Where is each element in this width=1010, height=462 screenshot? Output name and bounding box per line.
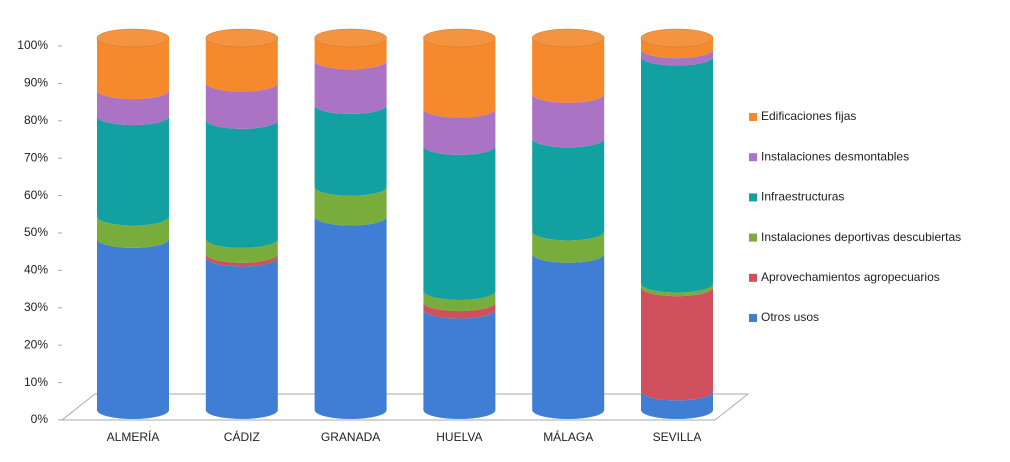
floor [60, 393, 750, 421]
legend-swatch [749, 233, 757, 242]
bar-segment [423, 108, 496, 155]
legend-label: Otros usos [761, 310, 819, 324]
y-tick-label: 0% [31, 412, 49, 426]
bar-segment [532, 38, 605, 103]
bar-segment [641, 49, 713, 66]
y-tick-label: 20% [24, 337, 48, 351]
bar-segment [205, 119, 278, 248]
legend-label: Instalaciones desmontables [761, 149, 909, 163]
bar-segment [532, 253, 605, 419]
y-tick-label: 80% [24, 113, 48, 127]
x-tick-label: HUELVA [436, 430, 482, 444]
y-tick-label: 40% [24, 263, 48, 277]
bar-segment [423, 302, 496, 319]
bar-segment [641, 283, 713, 297]
y-tick-label: 60% [24, 188, 48, 202]
bar-segment [532, 93, 605, 148]
bar-segment [423, 38, 496, 118]
bar-segment [97, 238, 169, 419]
x-tick-label: GRANADA [321, 430, 380, 444]
x-tick-label: ALMERÍA [107, 429, 160, 444]
legend-label: Aprovechamientos agropecuarios [761, 270, 940, 284]
legend-swatch [749, 314, 757, 322]
bar-segment [314, 216, 387, 419]
bar-segment [423, 290, 496, 312]
bar-segment [205, 257, 278, 419]
bar-segment [314, 186, 387, 226]
cylinder-cap [423, 28, 496, 48]
y-tick-label: 50% [24, 225, 48, 239]
bar-segment [314, 104, 387, 196]
legend-label: Edificaciones fijas [761, 109, 856, 123]
y-tick-label: 90% [24, 76, 48, 90]
legend-swatch [749, 113, 757, 121]
bar-segment [97, 116, 169, 226]
bar-segment [641, 56, 713, 293]
bar-segment [97, 38, 169, 100]
y-tick-label: 30% [24, 300, 48, 314]
legend-swatch [749, 273, 757, 282]
bar-segment [97, 216, 169, 248]
cylinder-cap [640, 28, 714, 48]
cylinder-cap [96, 28, 170, 48]
bar-segment [532, 231, 605, 263]
bar-segment [641, 38, 713, 59]
y-tick-label: 70% [24, 150, 48, 164]
cylinder-cap [531, 28, 605, 48]
cylinder-cap [314, 28, 387, 48]
x-tick-label: SEVILLA [653, 430, 702, 444]
legend-swatch [749, 193, 757, 202]
x-tick-label: CÁDIZ [224, 429, 260, 444]
bar-segment [205, 82, 278, 129]
legend-label: Instalaciones deportivas descubiertas [761, 230, 961, 244]
y-tick-label: 10% [24, 375, 48, 389]
legend-label: Infraestructuras [761, 190, 844, 204]
bar-segment [205, 238, 278, 263]
y-tick-label: 100% [17, 38, 48, 52]
bar-segment [641, 391, 713, 419]
bar-segment [205, 253, 278, 267]
x-tick-label: MÁLAGA [543, 429, 593, 444]
bar-segment [205, 38, 278, 92]
bar-segment [97, 90, 169, 126]
cylinder-cap [205, 28, 279, 48]
bar-segment [641, 287, 713, 401]
bar-segment [423, 145, 496, 300]
legend-swatch [749, 153, 757, 162]
bar-segment [532, 138, 605, 241]
bar-segment [423, 309, 496, 419]
bar-segment [314, 60, 387, 114]
